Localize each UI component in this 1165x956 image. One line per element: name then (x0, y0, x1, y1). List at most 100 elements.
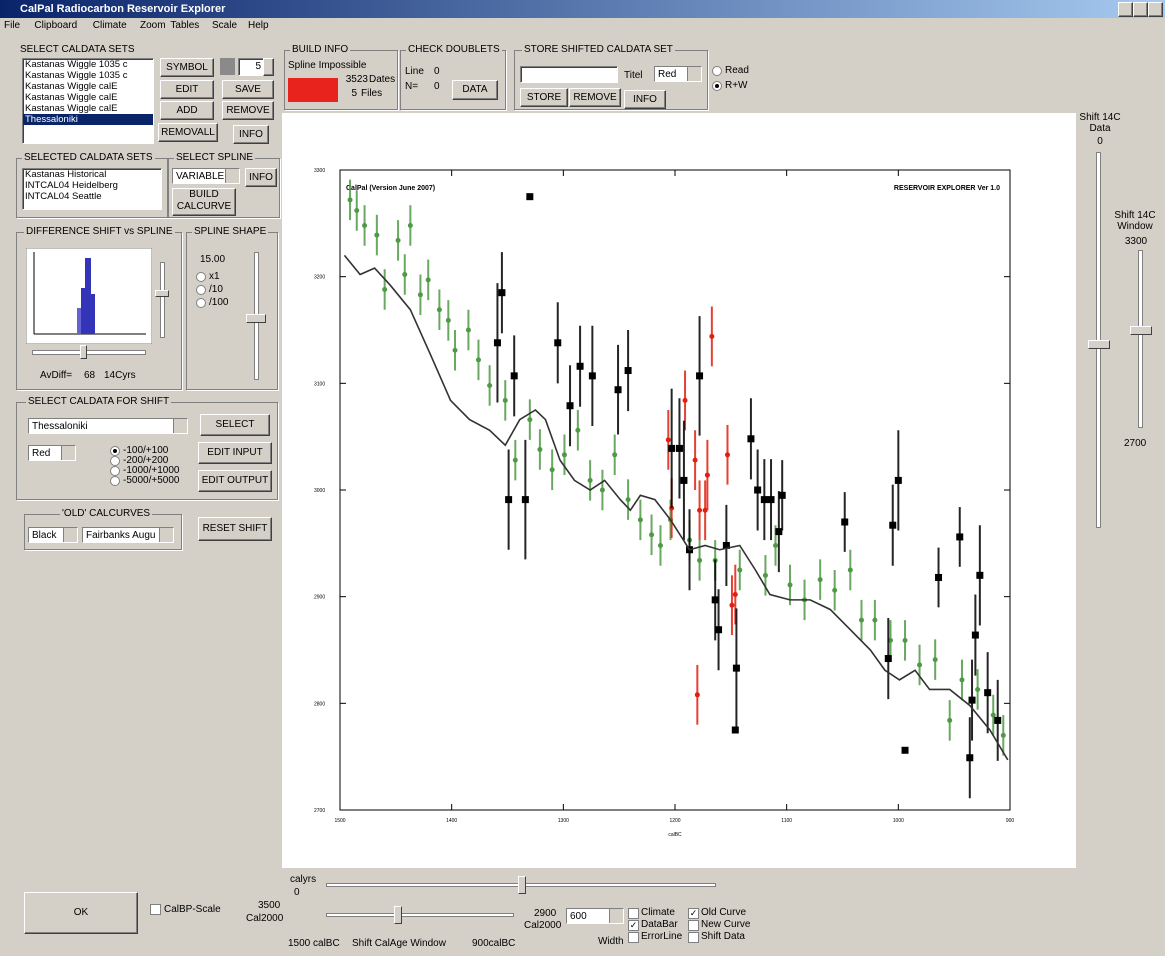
spline-dropdown[interactable]: VARIABLE (172, 168, 240, 184)
list-item[interactable]: Kastanas Wiggle 1035 c (25, 70, 128, 81)
reset-shift-button[interactable]: RESET SHIFT (198, 517, 272, 541)
data-point (724, 452, 730, 458)
slider-thumb[interactable] (246, 314, 266, 323)
slider-thumb[interactable] (80, 345, 87, 359)
data-point (512, 457, 518, 463)
radio-button[interactable] (712, 66, 722, 76)
selected-list[interactable]: Kastanas Historical INTCAL04 Heidelberg IN… (22, 168, 162, 210)
shift-window-slider[interactable] (1138, 250, 1143, 428)
symbol-button[interactable]: SYMBOL (160, 58, 214, 77)
shift-set-dropdown[interactable]: Thessaloniki (28, 418, 188, 434)
edit-button[interactable]: EDIT (160, 80, 214, 99)
add-button[interactable]: ADD (160, 101, 214, 120)
menu-item[interactable]: Tables (170, 20, 200, 31)
y-tick-label: 2800 (314, 701, 325, 707)
list-item[interactable]: Kastanas Wiggle calE (25, 103, 118, 114)
radio-button[interactable] (110, 466, 120, 476)
slider-thumb[interactable] (155, 290, 169, 297)
data-point (697, 507, 703, 513)
edit-input-button[interactable]: EDIT INPUT (198, 442, 272, 464)
remove-button[interactable]: REMOVE (222, 101, 274, 120)
minimize-button[interactable] (1118, 2, 1133, 17)
build-calcurve-button[interactable]: BUILD CALCURVE (172, 188, 236, 216)
info-button[interactable]: INFO (245, 168, 277, 187)
list-item[interactable]: Thessaloniki (23, 114, 153, 125)
data-point (994, 716, 1002, 724)
data-point (657, 542, 663, 548)
slider-thumb[interactable] (394, 906, 402, 924)
data-point (417, 292, 423, 298)
section-title: BUILD INFO (290, 44, 351, 55)
window-slider[interactable] (326, 913, 514, 917)
data-point (637, 517, 643, 523)
slider-thumb[interactable] (1088, 340, 1110, 349)
checkbox[interactable] (628, 908, 639, 919)
data-point (614, 386, 622, 394)
list-item[interactable]: Kastanas Wiggle calE (25, 81, 118, 92)
ok-button[interactable]: OK (24, 892, 138, 934)
info-button[interactable]: INFO (624, 90, 666, 109)
menu-item[interactable]: File (4, 20, 21, 31)
curve-color-dropdown[interactable]: Black (28, 527, 78, 543)
checkbox[interactable] (628, 932, 639, 943)
radio-button[interactable] (196, 272, 206, 282)
title-input[interactable] (520, 66, 618, 83)
radio-button[interactable] (196, 298, 206, 308)
select-button[interactable]: SELECT (200, 414, 270, 436)
radio-button[interactable] (712, 81, 722, 91)
close-button[interactable] (1148, 2, 1163, 17)
radio-button[interactable] (110, 446, 120, 456)
menu-item[interactable]: Clipboard (34, 20, 78, 31)
menu-item[interactable]: Help (248, 20, 269, 31)
data-point (775, 528, 783, 536)
list-item[interactable]: INTCAL04 Seattle (25, 191, 102, 202)
section-title: CHECK DOUBLETS (406, 44, 502, 55)
list-item[interactable]: Kastanas Wiggle 1035 c (25, 59, 128, 70)
maximize-button[interactable] (1133, 2, 1148, 17)
data-point (932, 657, 938, 663)
radio-button[interactable] (110, 456, 120, 466)
data-point (354, 208, 360, 214)
slider-thumb[interactable] (518, 876, 526, 894)
list-item[interactable]: Kastanas Wiggle calE (25, 92, 118, 103)
shift-data-label: Shift 14C Data (1079, 112, 1121, 134)
data-point (407, 222, 413, 228)
data-point (773, 542, 778, 548)
checkbox[interactable]: ✓ (688, 908, 699, 919)
n-label: N= (405, 81, 419, 92)
data-point (362, 222, 368, 228)
section-title: SELECT CALDATA SETS (20, 44, 135, 55)
menu-item[interactable]: Zoom (140, 20, 166, 31)
list-item[interactable]: INTCAL04 Heidelberg (25, 180, 118, 191)
data-point (487, 382, 493, 388)
count-spinner[interactable]: 5 (238, 58, 264, 76)
save-button[interactable]: SAVE (222, 80, 274, 99)
store-button[interactable]: STORE (520, 88, 568, 107)
histogram-slider[interactable] (32, 350, 146, 355)
color-dropdown[interactable]: Red (654, 66, 702, 82)
list-item[interactable]: Kastanas Historical (25, 169, 107, 180)
menu-item[interactable]: Climate (92, 20, 127, 31)
radio-button[interactable] (196, 285, 206, 295)
remove-button[interactable]: REMOVE (569, 88, 621, 107)
spin-arrows[interactable] (263, 58, 274, 76)
curve-dropdown[interactable]: Fairbanks Augu (82, 527, 174, 543)
section-title: SELECT SPLINE (174, 152, 256, 163)
width-dropdown[interactable]: 600 (566, 908, 624, 924)
checkbox[interactable] (688, 920, 699, 931)
data-point (729, 602, 735, 608)
caldata-list[interactable]: Kastanas Wiggle 1035 c Kastanas Wiggle 10… (22, 58, 154, 144)
info-button[interactable]: INFO (233, 125, 269, 144)
checkbox[interactable] (688, 932, 699, 943)
removall-button[interactable]: REMOVALL (158, 123, 218, 142)
menu-item[interactable]: Scale (212, 20, 238, 31)
edit-output-button[interactable]: EDIT OUTPUT (198, 470, 272, 492)
data-point (947, 717, 953, 723)
checkbox[interactable]: ✓ (628, 920, 639, 931)
radio-button[interactable] (110, 476, 120, 486)
shift-color-dropdown[interactable]: Red (28, 445, 76, 461)
slider-thumb[interactable] (1130, 326, 1152, 335)
calbp-checkbox[interactable] (150, 904, 161, 915)
histogram-v-slider[interactable] (160, 262, 165, 338)
data-button[interactable]: DATA (452, 80, 498, 100)
